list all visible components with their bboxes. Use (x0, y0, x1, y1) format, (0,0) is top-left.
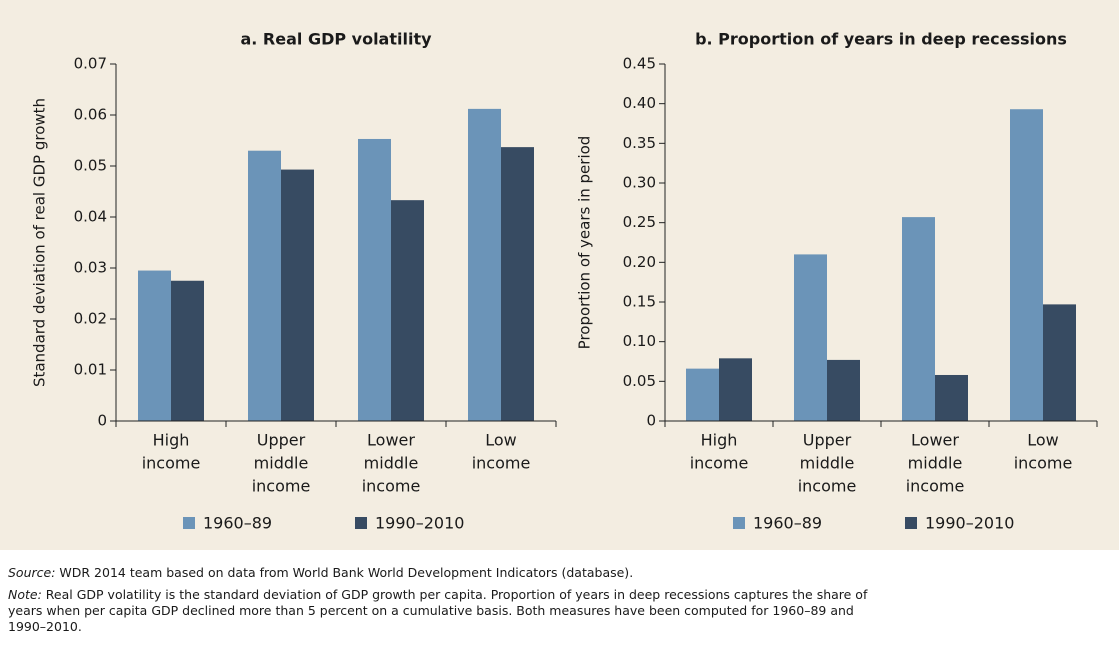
bar (902, 217, 935, 421)
note-text: Real GDP volatility is the standard devi… (45, 587, 868, 602)
bar (501, 147, 534, 421)
legend-swatch (355, 517, 367, 529)
y-tick-label: 0.06 (74, 106, 107, 124)
y-tick-label: 0 (646, 412, 656, 430)
bar (281, 169, 314, 421)
x-tick-label: income (798, 477, 857, 496)
bar (719, 358, 752, 421)
bar (794, 254, 827, 421)
legend-label: 1990–2010 (375, 514, 464, 533)
x-tick-label: income (252, 477, 311, 496)
bar (827, 359, 860, 421)
x-tick-label: middle (364, 454, 419, 473)
x-tick-label: income (472, 454, 531, 473)
bar (1010, 109, 1043, 421)
y-tick-label: 0.40 (623, 94, 656, 112)
x-tick-label: Upper (257, 431, 306, 450)
legend-swatch (733, 517, 745, 529)
x-tick-label: Lower (911, 431, 959, 450)
y-tick-label: 0.45 (623, 55, 656, 73)
y-tick-label: 0.20 (623, 253, 656, 271)
y-tick-label: 0.03 (74, 259, 107, 277)
bar (935, 374, 968, 421)
bar (171, 280, 204, 421)
footer: Source: WDR 2014 team based on data from… (8, 565, 1119, 635)
legend-swatch (183, 517, 195, 529)
y-tick-label: 0.05 (623, 372, 656, 390)
x-tick-label: Lower (367, 431, 415, 450)
legend-swatch (905, 517, 917, 529)
bar (686, 368, 719, 421)
x-tick-label: income (906, 477, 965, 496)
bar (468, 108, 501, 421)
legend-label: 1960–89 (203, 514, 272, 533)
y-tick-label: 0.04 (74, 208, 107, 226)
x-tick-label: middle (908, 454, 963, 473)
y-tick-label: 0.10 (623, 332, 656, 350)
source-text: WDR 2014 team based on data from World B… (59, 565, 634, 580)
y-tick-label: 0 (97, 412, 107, 430)
chart-title: b. Proportion of years in deep recession… (695, 30, 1067, 49)
legend-label: 1960–89 (753, 514, 822, 533)
source-row: Source: WDR 2014 team based on data from… (8, 565, 1119, 581)
x-tick-label: High (701, 431, 738, 450)
x-tick-label: income (690, 454, 749, 473)
note-text: years when per capita GDP declined more … (8, 603, 854, 618)
x-tick-label: middle (254, 454, 309, 473)
y-tick-label: 0.01 (74, 361, 107, 379)
y-tick-label: 0.30 (623, 174, 656, 192)
x-tick-label: Low (485, 431, 517, 450)
bar (1043, 304, 1076, 421)
x-tick-label: income (142, 454, 201, 473)
bar (248, 150, 281, 421)
bar (391, 200, 424, 421)
y-tick-label: 0.25 (623, 213, 656, 231)
chart-panel: a. Real GDP volatility Standard deviation… (0, 0, 1119, 550)
note-label: Note: (8, 587, 42, 602)
source-label: Source: (8, 565, 56, 580)
legend-label: 1990–2010 (925, 514, 1014, 533)
y-axis-label: Proportion of years in period (576, 136, 594, 350)
y-tick-label: 0.15 (623, 293, 656, 311)
x-tick-label: middle (800, 454, 855, 473)
x-tick-label: income (1014, 454, 1073, 473)
y-tick-label: 0.05 (74, 157, 107, 175)
note-row: Note: Real GDP volatility is the standar… (8, 587, 1119, 635)
note-text: 1990–2010. (8, 619, 82, 634)
x-tick-label: income (362, 477, 421, 496)
bar (138, 270, 171, 421)
x-tick-label: Low (1027, 431, 1059, 450)
y-tick-label: 0.35 (623, 134, 656, 152)
y-axis-label: Standard deviation of real GDP growth (31, 98, 49, 387)
x-tick-label: High (153, 431, 190, 450)
y-tick-label: 0.02 (74, 310, 107, 328)
chart-title: a. Real GDP volatility (240, 30, 432, 49)
bar (358, 138, 391, 421)
y-tick-label: 0.07 (74, 55, 107, 73)
x-tick-label: Upper (803, 431, 852, 450)
